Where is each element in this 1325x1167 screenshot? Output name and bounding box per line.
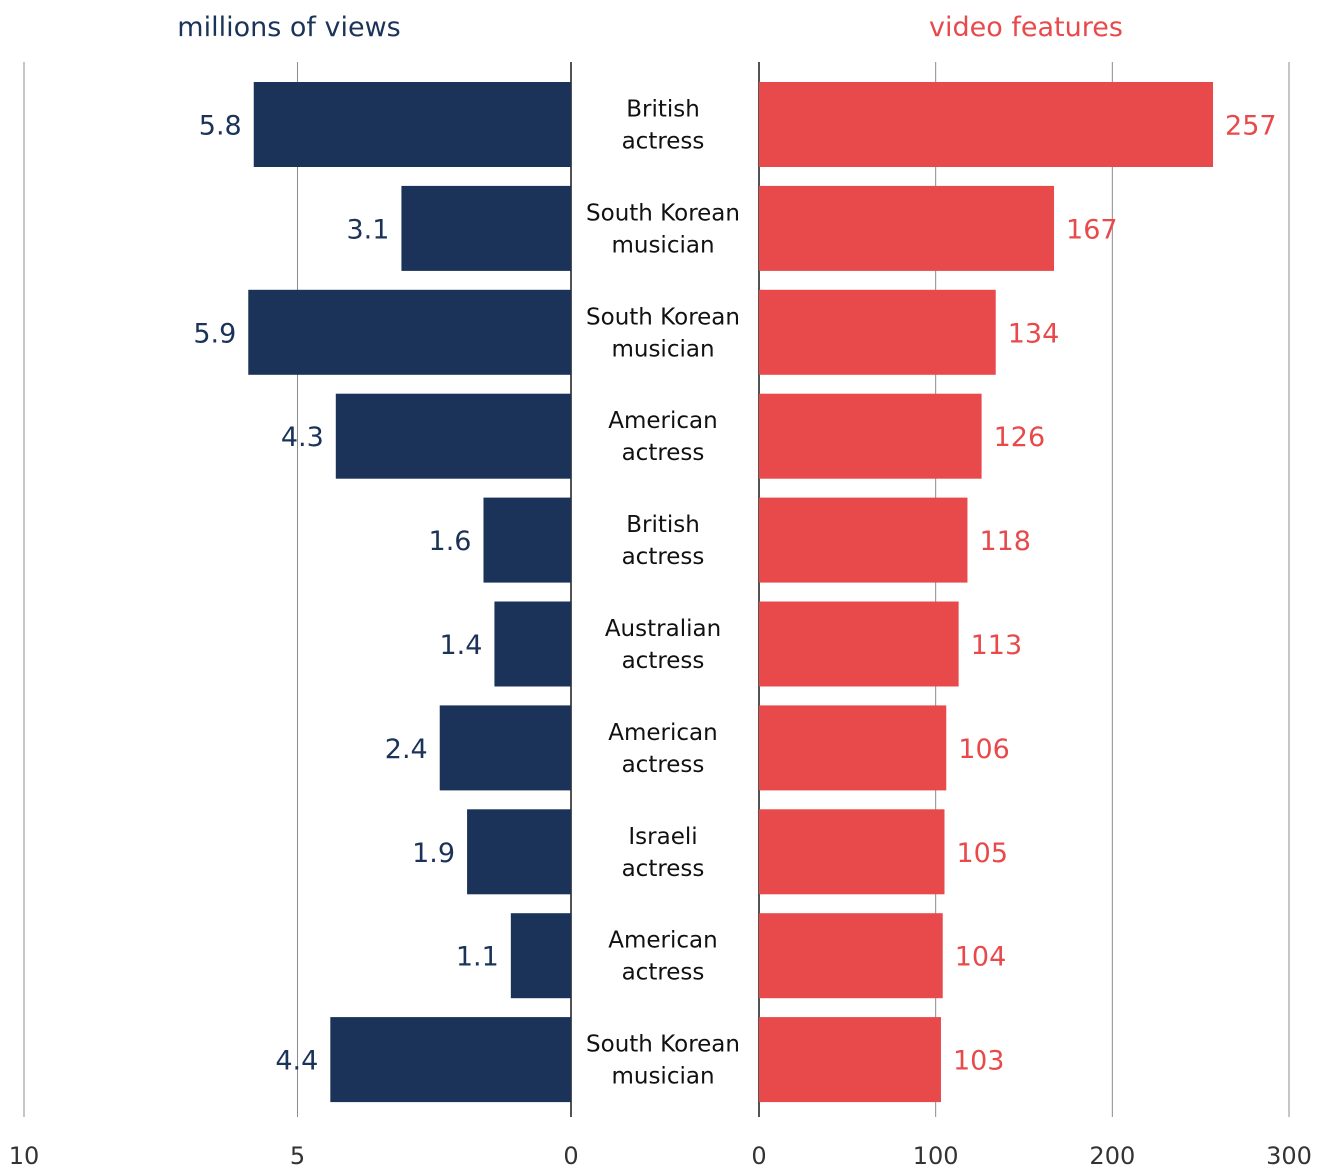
- right-bar: [759, 393, 982, 479]
- left-tick-label: 5: [290, 1142, 305, 1167]
- left-tick-label: 0: [563, 1142, 578, 1167]
- left-bar: [248, 289, 571, 375]
- left-bar: [439, 705, 571, 791]
- right-bar: [759, 497, 968, 583]
- left-bar: [401, 185, 571, 271]
- left-value-label: 1.9: [412, 838, 455, 869]
- right-bar: [759, 1017, 941, 1103]
- category-label-line2: actress: [622, 960, 705, 986]
- category-label-line2: actress: [622, 440, 705, 466]
- left-value-label: 1.1: [456, 942, 499, 973]
- left-panel-header: millions of views: [177, 12, 400, 43]
- category-label-line1: South Korean: [586, 200, 740, 226]
- category-label-line2: actress: [622, 752, 705, 778]
- category-label-line1: Israeli: [628, 824, 697, 850]
- category-label-line2: musician: [611, 232, 714, 258]
- category-label-line1: American: [608, 408, 717, 434]
- category-label-line1: American: [608, 720, 717, 746]
- left-value-label: 5.9: [193, 318, 236, 349]
- right-tick-label: 300: [1266, 1142, 1312, 1167]
- bars: [248, 82, 1214, 1103]
- category-label-line2: actress: [622, 129, 705, 155]
- right-bar: [759, 289, 996, 375]
- category-label-line2: musician: [611, 1064, 714, 1090]
- category-label-line1: South Korean: [586, 304, 740, 330]
- right-value-label: 113: [971, 630, 1023, 661]
- right-bar: [759, 82, 1214, 167]
- left-value-label: 1.4: [439, 630, 482, 661]
- right-bar: [759, 809, 945, 895]
- right-value-label: 118: [979, 526, 1031, 557]
- right-bar: [759, 185, 1055, 271]
- category-label-line2: actress: [622, 544, 705, 570]
- left-bar: [253, 82, 572, 167]
- right-bar: [759, 705, 947, 791]
- right-panel-header: video features: [929, 12, 1123, 43]
- left-bar: [510, 913, 571, 999]
- left-bar: [335, 393, 571, 479]
- right-value-label: 106: [958, 734, 1010, 765]
- category-label-line1: South Korean: [586, 1032, 740, 1058]
- category-label-line2: actress: [622, 856, 705, 882]
- right-value-label: 167: [1066, 214, 1118, 245]
- left-bar: [483, 497, 571, 583]
- right-tick-label: 200: [1089, 1142, 1135, 1167]
- category-label-line2: actress: [622, 648, 705, 674]
- left-value-label: 5.8: [199, 111, 242, 142]
- left-value-label: 3.1: [346, 214, 389, 245]
- right-value-label: 105: [957, 838, 1009, 869]
- left-bar: [467, 809, 571, 895]
- category-label-line2: musician: [611, 336, 714, 362]
- right-value-label: 126: [994, 422, 1046, 453]
- right-value-label: 257: [1225, 111, 1277, 142]
- left-value-label: 1.6: [429, 526, 472, 557]
- category-label-line1: British: [626, 512, 700, 538]
- left-value-label: 4.3: [281, 422, 324, 453]
- category-label-line1: Australian: [605, 616, 721, 642]
- left-tick-label: 10: [9, 1142, 40, 1167]
- right-value-label: 104: [955, 942, 1007, 973]
- right-tick-label: 100: [913, 1142, 959, 1167]
- left-bar: [330, 1017, 571, 1103]
- category-label-line1: British: [626, 97, 700, 123]
- right-bar: [759, 601, 959, 687]
- left-bar: [494, 601, 571, 687]
- right-value-label: 103: [953, 1046, 1005, 1077]
- category-label-line1: American: [608, 928, 717, 954]
- left-value-label: 4.4: [275, 1046, 318, 1077]
- right-tick-label: 0: [751, 1142, 766, 1167]
- right-value-label: 134: [1008, 318, 1060, 349]
- left-value-label: 2.4: [385, 734, 428, 765]
- right-bar: [759, 913, 943, 999]
